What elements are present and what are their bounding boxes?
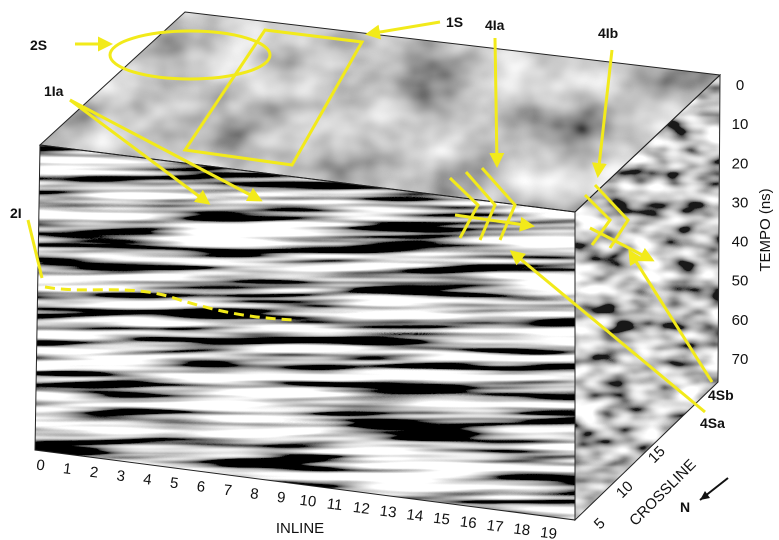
label-1ia: 1Ia — [44, 83, 64, 99]
inline-tick: 12 — [352, 499, 371, 518]
crossline-tick: 10 — [613, 478, 637, 502]
label-2i: 2I — [10, 205, 22, 221]
tempo-tick: 70 — [732, 351, 749, 368]
inline-tick: 17 — [486, 517, 505, 536]
inline-tick: 2 — [89, 464, 99, 482]
inline-tick: 11 — [326, 496, 344, 515]
arrow — [495, 38, 497, 165]
label-1s: 1S — [446, 14, 463, 30]
inline-tick: 14 — [406, 506, 425, 525]
crossline-tick: 1 — [573, 536, 591, 540]
inline-tick: 13 — [379, 503, 398, 522]
arrow — [368, 22, 440, 34]
inline-tick: 7 — [223, 482, 233, 500]
inline-tick: 10 — [299, 492, 318, 511]
north-label: N — [680, 499, 690, 515]
label-4ia: 4Ia — [485, 17, 505, 33]
inline-tick: 6 — [196, 478, 206, 496]
label-4sa: 4Sa — [700, 415, 725, 431]
crossline-label: CROSSLINE — [626, 456, 699, 529]
tempo-tick: 20 — [732, 155, 749, 172]
inline-tick: 5 — [169, 474, 179, 492]
inline-tick: 8 — [249, 485, 259, 503]
inline-label: INLINE — [276, 520, 324, 537]
inline-tick: 4 — [142, 471, 152, 489]
inline-tick: 9 — [276, 489, 286, 507]
tempo-tick: 60 — [732, 312, 749, 329]
label-2s: 2S — [30, 37, 47, 53]
inline-tick: 1 — [62, 460, 72, 478]
inline-tick: 0 — [35, 457, 45, 475]
inline-tick: 19 — [539, 524, 558, 540]
figure: 2S 1S 4Ia 4Ib 1Ia 2I 4Sb 4Sa INLINE TEMP… — [0, 0, 779, 540]
label-4ib: 4Ib — [598, 25, 618, 41]
tempo-tick: 40 — [732, 234, 749, 251]
tempo-tick: 10 — [732, 116, 749, 133]
inline-tick: 16 — [459, 513, 478, 532]
label-4sb: 4Sb — [708, 387, 734, 403]
tempo-label: TEMPO (ns) — [757, 188, 774, 271]
tempo-tick: 30 — [732, 194, 749, 211]
crossline-tick: 5 — [591, 515, 609, 533]
tempo-tick: 50 — [732, 273, 749, 290]
tempo-tick: 0 — [736, 77, 744, 94]
inline-tick: 18 — [512, 521, 531, 540]
inline-tick: 3 — [116, 467, 126, 485]
inline-tick: 15 — [432, 510, 451, 529]
